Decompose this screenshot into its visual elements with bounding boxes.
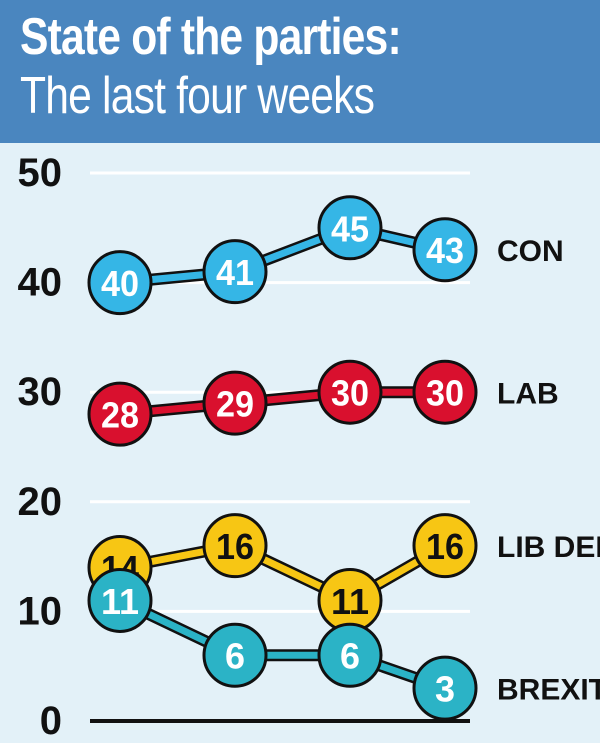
data-point-con: 45 <box>317 195 383 261</box>
chart-title: State of the parties: <box>20 8 402 66</box>
point-marker <box>202 239 268 305</box>
chart-subtitle: The last four weeks <box>20 67 375 125</box>
data-label: 41 <box>216 252 254 293</box>
y-tick-label: 0 <box>40 699 62 743</box>
data-point-lab: 29 <box>202 370 268 436</box>
y-tick-label: 20 <box>18 480 63 524</box>
series-line-brexit <box>118 597 447 692</box>
y-tick-label: 40 <box>18 261 63 305</box>
series-line-lab <box>119 388 445 418</box>
point-marker <box>87 381 153 447</box>
y-tick-label: 30 <box>18 370 63 414</box>
data-label: 6 <box>340 636 360 677</box>
point-marker <box>412 513 478 579</box>
series-label-con: CON <box>497 235 564 268</box>
series-label-lab: LAB <box>497 378 559 411</box>
data-point-brexit: 11 <box>87 567 153 633</box>
series-labels: CON LAB LIB DEM BREXIT <box>497 235 600 706</box>
point-marker <box>317 622 383 688</box>
data-label: 6 <box>225 636 245 677</box>
data-label: 11 <box>331 581 369 622</box>
data-label: 16 <box>426 526 464 567</box>
point-marker <box>412 655 478 721</box>
data-label: 45 <box>331 208 369 249</box>
point-marker <box>317 195 383 261</box>
chart-header: State of the parties: The last four week… <box>0 0 600 143</box>
data-point-lib-dem: 16 <box>202 513 268 579</box>
point-marker <box>412 217 478 283</box>
data-point-con: 40 <box>87 250 153 316</box>
data-label: 30 <box>426 373 464 414</box>
point-marker <box>202 513 268 579</box>
data-label: 40 <box>101 263 139 304</box>
point-marker <box>202 622 268 688</box>
y-axis: 0 10 20 30 40 50 <box>18 151 63 743</box>
data-label: 28 <box>101 395 139 436</box>
data-point-lib-dem: 11 <box>317 567 383 633</box>
series-outline-brexit <box>117 595 447 694</box>
data-point-lib-dem: 16 <box>412 513 478 579</box>
series-line-lib-dem <box>119 542 447 604</box>
series-lines <box>117 221 448 694</box>
data-label: 30 <box>331 373 369 414</box>
data-label: 3 <box>435 669 455 710</box>
series-label-brexit: BREXIT <box>497 674 600 707</box>
data-point-lab: 30 <box>317 359 383 425</box>
data-point-con: 41 <box>202 239 268 305</box>
point-marker <box>412 359 478 425</box>
point-marker <box>87 567 153 633</box>
data-label: 43 <box>426 230 464 271</box>
point-marker <box>202 370 268 436</box>
data-label: 11 <box>101 581 139 622</box>
data-point-brexit: 6 <box>317 622 383 688</box>
data-point-lab: 30 <box>412 359 478 425</box>
series-line-con <box>119 224 446 287</box>
data-point-brexit: 3 <box>412 655 478 721</box>
point-marker <box>317 359 383 425</box>
data-points: 40414543282930301416111611663 <box>87 195 478 721</box>
data-point-con: 43 <box>412 217 478 283</box>
data-point-lab: 28 <box>87 381 153 447</box>
y-tick-label: 50 <box>18 151 63 195</box>
data-label: 16 <box>216 526 254 567</box>
data-point-brexit: 6 <box>202 622 268 688</box>
y-tick-label: 10 <box>18 589 63 633</box>
series-label-lib-dem: LIB DEM <box>497 531 600 564</box>
point-marker <box>87 250 153 316</box>
data-label: 29 <box>216 384 254 425</box>
